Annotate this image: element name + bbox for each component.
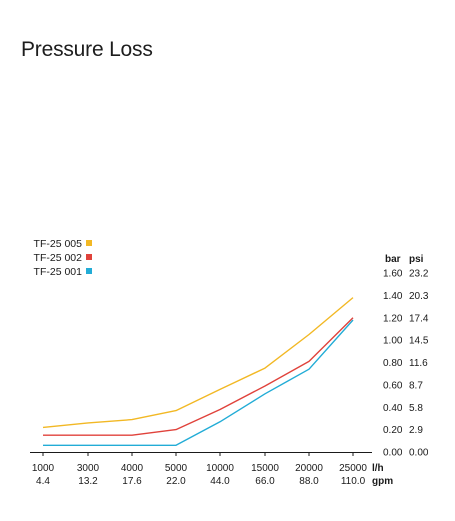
y-tick-label: 0.20 xyxy=(383,425,403,436)
y-tick-label: 1.40 xyxy=(383,291,403,302)
y-tick-label-secondary: 14.5 xyxy=(409,336,429,347)
legend-swatch xyxy=(86,254,92,260)
x-tick-label: 5000 xyxy=(165,463,188,474)
series-line-1 xyxy=(42,297,354,429)
x-unit-label: l/h xyxy=(372,463,384,474)
y-tick-label-secondary: 23.2 xyxy=(409,269,429,280)
legend-swatch xyxy=(86,240,92,246)
x-tick-label: 4000 xyxy=(121,463,144,474)
y-tick-label: 0.40 xyxy=(383,403,403,414)
chart-axes: 1000 4.4 3000 13.2 4000 17.6 5000 22.0 10000 44.0… xyxy=(30,254,429,487)
series-line-3 xyxy=(43,319,354,446)
y-tick-label: 1.00 xyxy=(383,336,403,347)
x-tick-label-secondary: 88.0 xyxy=(299,476,319,487)
x-tick-label-secondary: 22.0 xyxy=(166,476,186,487)
x-tick-label-secondary: 110.0 xyxy=(341,476,366,487)
y-tick-label: 1.20 xyxy=(383,313,403,324)
x-tick-label: 3000 xyxy=(77,463,100,474)
y-tick-label-secondary: 2.9 xyxy=(409,425,423,436)
y-tick-label: 0.60 xyxy=(383,380,403,391)
x-tick-label-secondary: 13.2 xyxy=(78,476,98,487)
x-tick-label: 1000 xyxy=(32,463,55,474)
legend-swatch xyxy=(86,268,92,274)
y-tick-label: 1.60 xyxy=(383,269,403,280)
y-tick-label-secondary: 8.7 xyxy=(409,380,423,391)
x-tick-label-secondary: 17.6 xyxy=(122,476,142,487)
y-tick-label-secondary: 0.00 xyxy=(409,448,429,459)
x-unit-label-secondary: gpm xyxy=(372,476,393,487)
x-tick-label-secondary: 4.4 xyxy=(36,476,50,487)
y-tick-label-secondary: 17.4 xyxy=(409,313,429,324)
y-tick-label: 0.00 xyxy=(383,448,403,459)
legend-label: TF-25 001 xyxy=(34,266,83,278)
x-tick-label: 20000 xyxy=(295,463,323,474)
y-tick-label: 0.80 xyxy=(383,358,403,369)
y-tick-label-secondary: 20.3 xyxy=(409,291,429,302)
y-tick-label-secondary: 11.6 xyxy=(409,358,428,369)
y-unit-label-secondary: psi xyxy=(409,254,424,265)
legend-label: TF-25 005 xyxy=(34,238,83,250)
y-tick-label-secondary: 5.8 xyxy=(409,403,423,414)
x-tick-label-secondary: 44.0 xyxy=(210,476,230,487)
x-tick-label: 25000 xyxy=(339,463,367,474)
y-unit-label: bar xyxy=(385,254,401,265)
chart-legend: TF-25 005 TF-25 002 TF-25 001 xyxy=(34,238,92,278)
legend-label: TF-25 002 xyxy=(34,252,83,264)
x-tick-label-secondary: 66.0 xyxy=(255,476,275,487)
series-line-2 xyxy=(43,317,354,436)
chart-lines xyxy=(42,297,354,446)
x-tick-label: 15000 xyxy=(251,463,279,474)
x-tick-label: 10000 xyxy=(206,463,234,474)
page-title: Pressure Loss xyxy=(21,38,153,61)
